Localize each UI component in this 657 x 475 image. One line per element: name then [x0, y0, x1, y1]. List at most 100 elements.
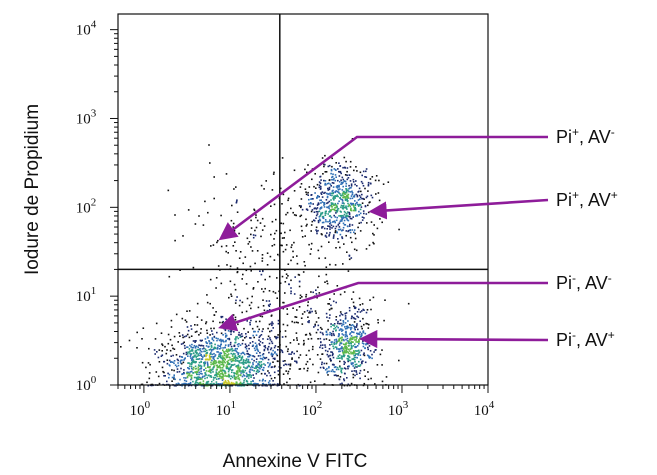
event-point: [206, 332, 209, 334]
event-point: [377, 321, 379, 324]
event-point: [219, 321, 221, 324]
event-point: [168, 275, 171, 278]
event-point: [356, 350, 358, 352]
event-point: [328, 205, 330, 208]
event-point: [307, 164, 309, 166]
event-point: [204, 362, 206, 365]
event-point: [226, 338, 229, 340]
event-point: [204, 350, 206, 352]
event-point: [233, 375, 236, 378]
event-point: [239, 344, 242, 346]
event-point: [270, 353, 273, 356]
event-point: [372, 241, 374, 244]
event-point: [328, 200, 331, 203]
event-point: [270, 347, 273, 349]
event-point: [343, 213, 346, 216]
event-point: [368, 357, 371, 359]
event-point: [290, 279, 292, 282]
event-point: [348, 204, 350, 206]
event-point: [337, 207, 340, 210]
event-point: [194, 381, 197, 383]
event-point: [277, 253, 279, 256]
event-point: [210, 342, 212, 344]
event-point: [179, 360, 182, 363]
event-point: [197, 354, 200, 357]
event-point: [230, 295, 233, 297]
event-point: [319, 366, 322, 369]
event-point: [196, 330, 198, 333]
event-point: [264, 373, 266, 375]
event-point: [329, 314, 331, 316]
event-point: [315, 293, 318, 295]
event-point: [269, 337, 271, 339]
event-point: [330, 325, 332, 328]
event-point: [344, 197, 347, 199]
event-point: [194, 223, 197, 225]
event-point: [274, 232, 276, 235]
event-point: [327, 189, 330, 191]
event-point: [252, 334, 254, 337]
event-point: [243, 379, 245, 382]
event-point: [327, 225, 329, 227]
event-point: [230, 365, 233, 367]
event-point: [233, 283, 236, 286]
event-point: [359, 369, 362, 372]
event-point: [290, 292, 292, 295]
event-point: [197, 353, 200, 355]
event-point: [220, 352, 223, 354]
event-point: [156, 351, 158, 353]
event-point: [236, 384, 239, 387]
event-point: [350, 335, 353, 337]
event-point: [321, 212, 323, 215]
event-point: [325, 220, 327, 223]
event-point: [258, 366, 260, 369]
event-point: [163, 360, 166, 363]
event-point: [361, 219, 364, 221]
event-point: [252, 362, 254, 364]
event-point: [325, 199, 328, 201]
event-point: [344, 211, 347, 214]
event-point: [252, 366, 254, 369]
event-point: [352, 216, 354, 218]
event-point: [321, 227, 323, 229]
event-point: [358, 332, 360, 335]
event-point: [258, 336, 261, 339]
event-point: [334, 191, 336, 194]
event-point: [323, 367, 325, 369]
event-point: [211, 359, 213, 362]
event-point: [228, 376, 230, 378]
event-point: [196, 302, 199, 305]
event-point: [175, 383, 178, 385]
event-point: [339, 314, 341, 317]
event-point: [218, 383, 220, 385]
event-point: [189, 363, 191, 365]
event-point: [187, 384, 190, 387]
event-point: [349, 160, 352, 163]
event-point: [197, 368, 200, 370]
event-point: [230, 369, 233, 371]
event-point: [245, 359, 248, 361]
event-point: [307, 316, 309, 318]
event-point: [351, 337, 353, 339]
event-point: [213, 365, 215, 367]
event-point: [354, 204, 357, 207]
event-point: [253, 377, 255, 379]
event-point: [327, 328, 329, 331]
event-point: [213, 314, 216, 316]
event-point: [347, 359, 350, 361]
event-point: [185, 377, 187, 379]
event-point: [345, 332, 347, 334]
event-point: [197, 382, 200, 385]
event-point: [354, 356, 357, 359]
event-point: [211, 380, 213, 383]
event-point: [198, 378, 201, 380]
event-point: [234, 356, 236, 359]
event-point: [236, 211, 239, 213]
event-point: [270, 377, 273, 380]
event-point: [210, 361, 212, 364]
event-point: [181, 334, 184, 336]
event-point: [332, 179, 335, 181]
event-point: [348, 350, 351, 352]
event-point: [291, 357, 293, 359]
event-point: [210, 327, 212, 330]
